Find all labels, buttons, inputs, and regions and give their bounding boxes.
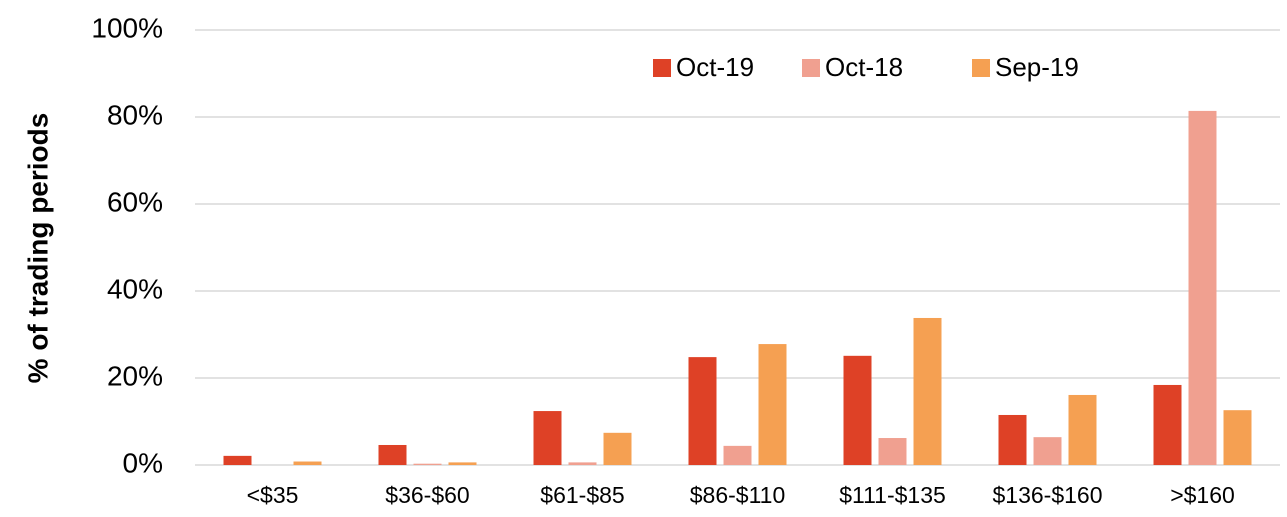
bar xyxy=(843,355,872,465)
legend-label: Oct-19 xyxy=(676,52,754,82)
bar xyxy=(223,455,252,465)
legend-label: Oct-18 xyxy=(825,52,903,82)
bar xyxy=(758,344,787,465)
bar xyxy=(1223,410,1252,465)
x-tick-label: >$160 xyxy=(1170,482,1235,508)
y-tick-label: 100% xyxy=(91,12,163,43)
x-tick-label: $61-$85 xyxy=(540,482,624,508)
bar xyxy=(378,444,407,465)
y-tick-label: 60% xyxy=(107,186,163,217)
bar xyxy=(1188,110,1217,465)
x-tick-label: $86-$110 xyxy=(690,482,786,508)
bar xyxy=(1068,394,1097,465)
legend-swatch xyxy=(802,59,820,77)
bar xyxy=(293,461,322,465)
x-tick-label: $36-$60 xyxy=(385,482,469,508)
x-tick-label: <$35 xyxy=(247,482,299,508)
bar xyxy=(413,463,442,465)
bar xyxy=(603,432,632,465)
y-axis-label: % of trading periods xyxy=(22,113,53,384)
legend-swatch xyxy=(653,59,671,77)
x-tick-label: $136-$160 xyxy=(993,482,1103,508)
bar xyxy=(533,411,562,465)
x-tick-label: $111-$135 xyxy=(839,482,946,508)
legend-swatch xyxy=(972,59,990,77)
bar xyxy=(568,462,597,465)
bar xyxy=(913,317,942,465)
bar xyxy=(1153,384,1182,465)
bar xyxy=(723,445,752,465)
y-tick-label: 0% xyxy=(123,447,163,478)
bar xyxy=(688,357,717,465)
bar xyxy=(998,414,1027,465)
y-tick-label: 80% xyxy=(107,99,163,130)
y-tick-label: 20% xyxy=(107,360,163,391)
bar xyxy=(1033,437,1062,465)
bar xyxy=(878,438,907,465)
bar xyxy=(448,462,477,465)
legend-label: Sep-19 xyxy=(995,52,1079,82)
y-tick-label: 40% xyxy=(107,273,163,304)
